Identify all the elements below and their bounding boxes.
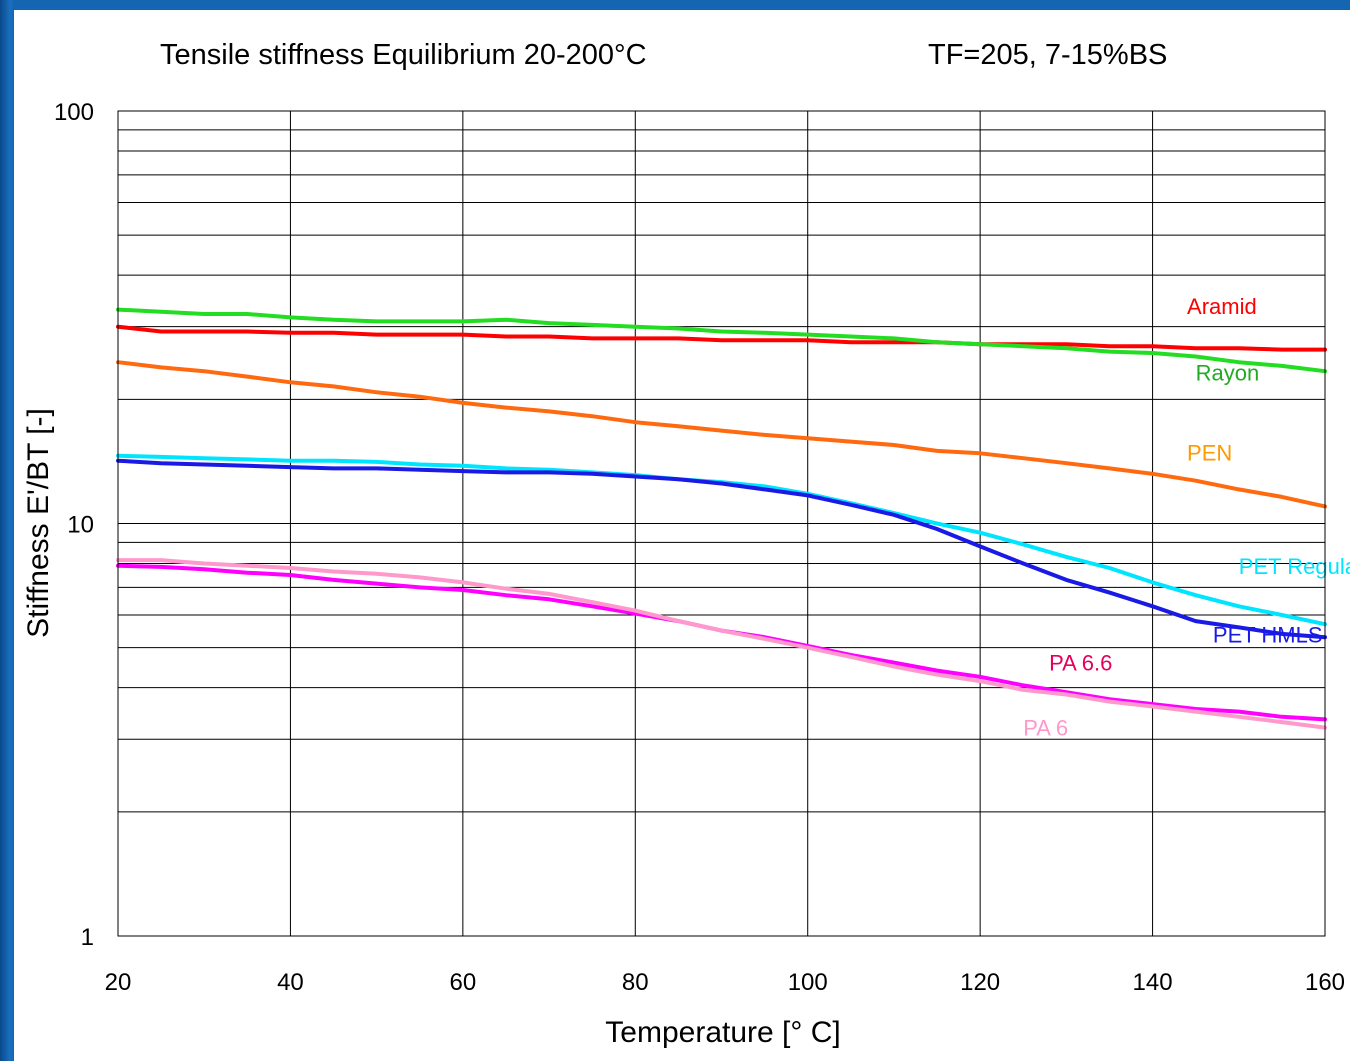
- y-tick-label: 1: [81, 924, 94, 951]
- y-axis-title: Stiffness E'/BT [-]: [22, 408, 55, 638]
- series-line-aramid: [116, 324, 1327, 352]
- x-tick-label: 140: [1133, 969, 1173, 996]
- plot-border: [117, 110, 1326, 937]
- series-label-rayon: Rayon: [1196, 361, 1260, 386]
- y-axis-ticks: 1 10 100: [54, 99, 94, 951]
- y-tick-label: 10: [67, 512, 94, 539]
- series-label-pa-6: PA 6: [1023, 716, 1068, 741]
- series-label-aramid: Aramid: [1187, 294, 1257, 319]
- series-label-pet-regular: PET Regular: [1239, 554, 1350, 579]
- line-chart: Tensile stiffness Equilibrium 20-200°C T…: [22, 39, 1350, 1049]
- series-line-pa-6: [116, 558, 1327, 730]
- chart-frame: Tensile stiffness Equilibrium 20-200°C T…: [14, 10, 1350, 1061]
- series-line-pa-6-6: [116, 563, 1327, 722]
- x-tick-label: 160: [1305, 969, 1345, 996]
- series-label-pet-hmls: PET HMLS: [1213, 622, 1323, 647]
- grid: [118, 111, 1325, 936]
- series-label-pen: PEN: [1187, 441, 1232, 466]
- series-line-pen: [116, 360, 1327, 509]
- chart-title: Tensile stiffness Equilibrium 20-200°C: [160, 39, 647, 71]
- x-tick-label: 40: [277, 969, 304, 996]
- y-tick-label: 100: [54, 99, 94, 126]
- x-tick-label: 60: [450, 969, 477, 996]
- series-lines: [116, 307, 1327, 730]
- x-axis-ticks: 20 40 60 80 100 120 140 160: [105, 969, 1345, 996]
- series-label-pa-6-6: PA 6.6: [1049, 651, 1112, 676]
- series-line-pet-regular: [116, 453, 1327, 627]
- chart-subtitle: TF=205, 7-15%BS: [928, 39, 1167, 71]
- series-labels: Aramid Rayon PEN PET Regular PET HMLS PA 6.6 P…: [1023, 294, 1350, 741]
- x-tick-label: 100: [788, 969, 828, 996]
- x-tick-label: 20: [105, 969, 132, 996]
- x-tick-label: 80: [622, 969, 649, 996]
- series-line-pet-hmls: [116, 458, 1327, 640]
- x-tick-label: 120: [960, 969, 1000, 996]
- series-line-rayon: [116, 307, 1327, 374]
- x-axis-title: Temperature [° C]: [605, 1016, 840, 1049]
